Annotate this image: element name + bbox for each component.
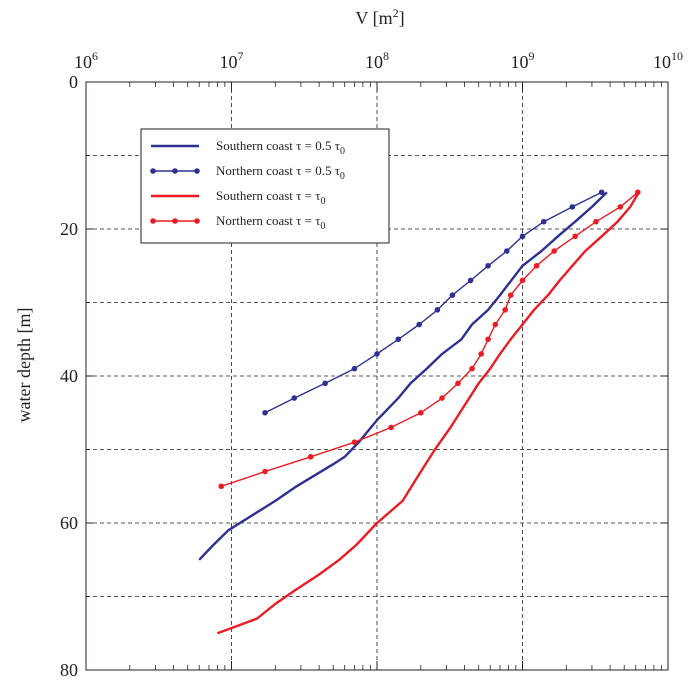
series-point: [551, 248, 557, 254]
series-point: [593, 218, 599, 225]
series-line: [216, 191, 640, 635]
series-4: [218, 189, 641, 490]
series-layer: [198, 189, 641, 635]
legend-label-text: Southern coast τ = 0.5 τ: [216, 138, 340, 153]
legend-label: Southern coast τ = 0.5 τ0: [216, 138, 345, 157]
x-tick-label: 109: [511, 49, 535, 72]
series-point: [455, 380, 461, 387]
series-point: [598, 189, 605, 196]
series-point: [634, 189, 641, 196]
x-tick-label-exponent: 7: [238, 49, 244, 63]
x-tick-label-exponent: 9: [529, 49, 535, 63]
legend-label: Northern coast τ = 0.5 τ0: [216, 163, 345, 182]
series-line: [264, 191, 603, 414]
y-tick-label: 20: [60, 219, 78, 239]
series-point: [492, 321, 499, 328]
series-point: [507, 292, 514, 298]
legend-swatch-marker: [150, 218, 156, 224]
series-point: [307, 454, 314, 460]
legend-label: Northern coast τ = τ0: [216, 213, 325, 232]
y-axis-ticks: 0 20 40 60 80: [60, 72, 668, 680]
series-point: [617, 204, 624, 210]
legend-swatch-marker: [150, 168, 156, 174]
series-point: [519, 277, 526, 284]
legend-label-text: Northern coast τ = 0.5 τ: [216, 163, 340, 178]
series-point: [218, 483, 225, 490]
series-point: [351, 365, 358, 372]
series-point: [467, 277, 474, 284]
series-point: [572, 233, 578, 240]
series-1: [198, 191, 608, 561]
series-point: [322, 380, 328, 387]
x-tick-label-base: 10: [74, 52, 92, 72]
series-2: [262, 189, 605, 416]
legend-label-subscript: 0: [320, 196, 325, 207]
series-point: [540, 218, 547, 225]
x-tick-label-exponent: 10: [671, 49, 683, 63]
series-point: [503, 248, 510, 254]
x-axis-label: V [m2]: [355, 6, 404, 28]
legend-swatch-marker: [172, 218, 178, 224]
legend-swatch-marker: [172, 168, 178, 174]
x-tick-label: 106: [74, 49, 98, 72]
y-tick-label: 80: [60, 660, 78, 680]
series-point: [533, 262, 540, 269]
legend-label-subscript: 0: [340, 171, 345, 182]
legend-swatch-marker: [194, 218, 200, 224]
series-point: [519, 233, 526, 240]
x-tick-label: 108: [365, 49, 389, 72]
y-tick-label: 40: [60, 366, 78, 386]
x-axis-ticks: 106 107 108 109 1010: [74, 49, 683, 670]
legend-label-text: Southern coast τ = τ: [216, 188, 320, 203]
series-point: [395, 336, 402, 343]
y-tick-label: 0: [69, 72, 78, 92]
series-point: [469, 365, 475, 372]
series-point: [417, 409, 424, 416]
series-line: [198, 191, 608, 561]
series-point: [416, 321, 423, 328]
series-point: [262, 409, 268, 416]
series-point: [485, 262, 491, 269]
legend-label-subscript: 0: [320, 221, 325, 232]
series-point: [262, 468, 268, 475]
x-tick-label-base: 10: [653, 52, 671, 72]
series-3: [216, 191, 640, 635]
x-tick-label-base: 10: [511, 52, 529, 72]
series-point: [502, 307, 508, 313]
legend-swatch-marker: [194, 168, 200, 174]
series-point: [449, 292, 456, 298]
series-point: [351, 439, 358, 445]
x-tick-label-exponent: 8: [383, 49, 389, 63]
series-point: [374, 351, 380, 357]
x-tick-label: 1010: [653, 49, 683, 72]
legend-label: Southern coast τ = τ0: [216, 188, 325, 207]
x-tick-label-base: 10: [365, 52, 383, 72]
series-point: [569, 204, 576, 210]
series-point: [388, 424, 394, 431]
y-tick-label: 60: [60, 513, 78, 533]
legend-label-subscript: 0: [340, 146, 345, 157]
x-tick-label-base: 10: [220, 52, 238, 72]
series-point: [485, 336, 491, 343]
series-point: [434, 307, 441, 313]
x-tick-label-exponent: 6: [92, 49, 98, 63]
series-point: [478, 351, 484, 357]
y-axis-label: water depth [m]: [14, 308, 34, 423]
series-point: [439, 395, 445, 401]
legend-box: [140, 128, 390, 244]
legend-label-text: Northern coast τ = τ: [216, 213, 320, 228]
x-tick-label: 107: [220, 49, 244, 72]
series-point: [291, 395, 298, 401]
minor-tick-marks: [129, 82, 662, 670]
